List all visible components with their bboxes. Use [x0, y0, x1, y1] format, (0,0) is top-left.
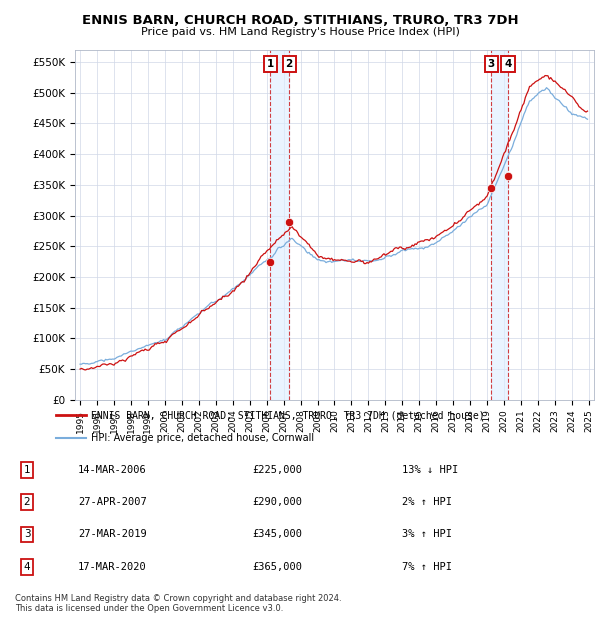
Text: 3: 3: [487, 59, 494, 69]
Text: Contains HM Land Registry data © Crown copyright and database right 2024.
This d: Contains HM Land Registry data © Crown c…: [15, 594, 341, 613]
Text: 1: 1: [266, 59, 274, 69]
Text: Price paid vs. HM Land Registry's House Price Index (HPI): Price paid vs. HM Land Registry's House …: [140, 27, 460, 37]
Text: 1: 1: [23, 465, 31, 475]
Text: 14-MAR-2006: 14-MAR-2006: [78, 465, 147, 475]
Text: £225,000: £225,000: [252, 465, 302, 475]
Text: 7% ↑ HPI: 7% ↑ HPI: [402, 562, 452, 572]
Bar: [270, 50, 289, 400]
Text: £345,000: £345,000: [252, 529, 302, 539]
Text: £365,000: £365,000: [252, 562, 302, 572]
Text: ENNIS BARN, CHURCH ROAD, STITHIANS, TRURO, TR3 7DH: ENNIS BARN, CHURCH ROAD, STITHIANS, TRUR…: [82, 14, 518, 27]
Text: ENNIS BARN, CHURCH ROAD, STITHIANS, TRURO, TR3 7DH (detached house): ENNIS BARN, CHURCH ROAD, STITHIANS, TRUR…: [91, 410, 485, 420]
Text: 27-APR-2007: 27-APR-2007: [78, 497, 147, 507]
Text: 4: 4: [505, 59, 512, 69]
Text: 27-MAR-2019: 27-MAR-2019: [78, 529, 147, 539]
Text: 4: 4: [23, 562, 31, 572]
Text: HPI: Average price, detached house, Cornwall: HPI: Average price, detached house, Corn…: [91, 433, 314, 443]
Text: 13% ↓ HPI: 13% ↓ HPI: [402, 465, 458, 475]
Text: £290,000: £290,000: [252, 497, 302, 507]
Text: 2: 2: [23, 497, 31, 507]
Bar: [491, 50, 508, 400]
Text: 3: 3: [23, 529, 31, 539]
Text: 17-MAR-2020: 17-MAR-2020: [78, 562, 147, 572]
Text: 2: 2: [286, 59, 293, 69]
Text: 3% ↑ HPI: 3% ↑ HPI: [402, 529, 452, 539]
Text: 2% ↑ HPI: 2% ↑ HPI: [402, 497, 452, 507]
